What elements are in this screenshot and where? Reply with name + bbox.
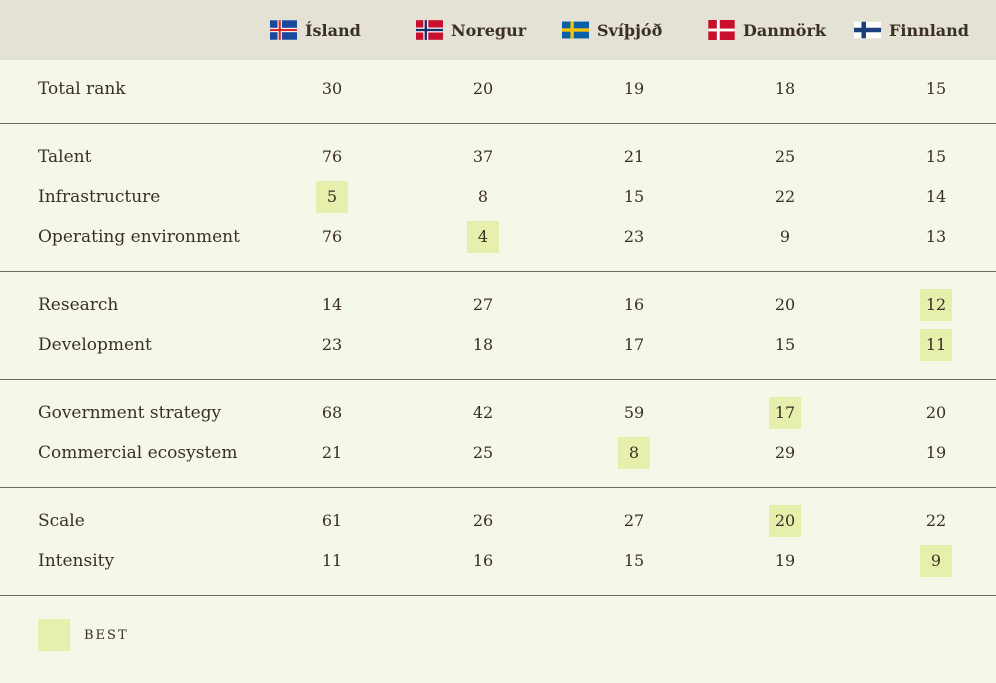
row-label: Talent (38, 147, 92, 167)
row-label: Operating environment (38, 227, 240, 247)
value-cell: 19 (925, 443, 947, 462)
value-cell: 15 (623, 551, 645, 570)
value-cell: 15 (925, 79, 947, 98)
best-value-cell: 4 (467, 221, 499, 253)
value-cell: 59 (623, 403, 645, 422)
value-cell: 11 (321, 551, 343, 570)
best-value-cell: 12 (920, 289, 952, 321)
value-cell: 13 (925, 227, 947, 246)
legend-best-label: BEST (84, 628, 129, 643)
value-cell: 19 (774, 551, 796, 570)
value-cell: 61 (321, 511, 343, 530)
value-cell: 20 (774, 295, 796, 314)
value-cell: 76 (321, 227, 343, 246)
value-cell: 42 (472, 403, 494, 422)
value-cell: 20 (925, 403, 947, 422)
value-cell: 22 (774, 187, 796, 206)
column-header-label: Noregur (451, 20, 527, 40)
row-label: Total rank (38, 79, 126, 99)
value-cell: 25 (774, 147, 796, 166)
value-cell: 25 (472, 443, 494, 462)
value-cell: 30 (321, 79, 343, 98)
best-value-cell: 5 (316, 181, 348, 213)
group-divider (0, 595, 996, 596)
value-cell: 23 (321, 335, 343, 354)
value-cell: 15 (774, 335, 796, 354)
column-header: Noregur (416, 0, 526, 60)
value-cell: 8 (477, 187, 489, 206)
group-divider (0, 487, 996, 488)
sweden-flag-icon (562, 20, 589, 40)
value-cell: 68 (321, 403, 343, 422)
value-cell: 18 (774, 79, 796, 98)
group-divider (0, 271, 996, 272)
row-label: Research (38, 295, 119, 315)
row-label: Commercial ecosystem (38, 443, 238, 463)
value-cell: 22 (925, 511, 947, 530)
value-cell: 21 (623, 147, 645, 166)
value-cell: 21 (321, 443, 343, 462)
value-cell: 27 (472, 295, 494, 314)
value-cell: 76 (321, 147, 343, 166)
value-cell: 15 (623, 187, 645, 206)
value-cell: 37 (472, 147, 494, 166)
column-header: Ísland (270, 0, 361, 60)
value-cell: 17 (623, 335, 645, 354)
row-label: Development (38, 335, 152, 355)
column-header-label: Ísland (305, 20, 361, 40)
value-cell: 14 (925, 187, 947, 206)
norway-flag-icon (416, 20, 443, 40)
best-value-cell: 11 (920, 329, 952, 361)
group-divider (0, 123, 996, 124)
column-header: Svíþjóð (562, 0, 662, 60)
value-cell: 23 (623, 227, 645, 246)
value-cell: 14 (321, 295, 343, 314)
value-cell: 18 (472, 335, 494, 354)
row-label: Scale (38, 511, 85, 531)
best-value-cell: 20 (769, 505, 801, 537)
group-divider (0, 379, 996, 380)
value-cell: 16 (623, 295, 645, 314)
row-label: Infrastructure (38, 187, 161, 207)
value-cell: 29 (774, 443, 796, 462)
row-label: Government strategy (38, 403, 222, 423)
value-cell: 15 (925, 147, 947, 166)
value-cell: 27 (623, 511, 645, 530)
best-value-cell: 8 (618, 437, 650, 469)
iceland-flag-icon (270, 20, 297, 40)
column-header-label: Finnland (889, 20, 969, 40)
best-value-cell: 17 (769, 397, 801, 429)
value-cell: 16 (472, 551, 494, 570)
row-label: Intensity (38, 551, 115, 571)
table-header: Ísland Noregur Svíþjóð Danmörk Finnland (0, 0, 996, 60)
column-header-label: Danmörk (743, 20, 826, 40)
value-cell: 26 (472, 511, 494, 530)
value-cell: 19 (623, 79, 645, 98)
value-cell: 20 (472, 79, 494, 98)
column-header-label: Svíþjóð (597, 20, 663, 40)
value-cell: 9 (779, 227, 791, 246)
column-header: Danmörk (708, 0, 826, 60)
finland-flag-icon (854, 20, 881, 40)
column-header: Finnland (854, 0, 969, 60)
legend-best-swatch (38, 619, 70, 651)
best-value-cell: 9 (920, 545, 952, 577)
denmark-flag-icon (708, 20, 735, 40)
